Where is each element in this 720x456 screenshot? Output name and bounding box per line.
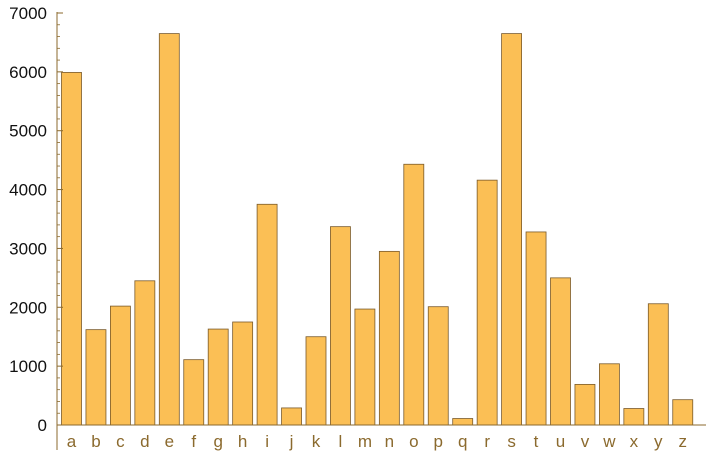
bar-w	[599, 363, 620, 426]
bar-s	[501, 33, 523, 426]
x-tick-label-m: m	[358, 432, 372, 451]
x-tick-label-g: g	[213, 432, 222, 451]
x-tick-label-h: h	[238, 432, 247, 451]
x-tick-label-s: s	[507, 432, 516, 451]
bar-q	[452, 418, 474, 426]
bar-u	[550, 277, 571, 426]
bar-o	[403, 163, 425, 426]
bar-x	[623, 408, 645, 426]
y-axis: 0 1000 2000 3000 4000 5000 6000 7000	[9, 4, 63, 450]
y-tick-label: 0	[38, 416, 47, 435]
x-tick-label-o: o	[409, 432, 418, 451]
x-tick-label-n: n	[385, 432, 394, 451]
y-tick-label: 1000	[9, 357, 47, 376]
x-tick-label-j: j	[289, 432, 294, 451]
y-tick-label: 2000	[9, 298, 47, 317]
bar-r	[476, 179, 498, 426]
bar-p	[427, 306, 449, 426]
x-tick-label-f: f	[191, 432, 196, 451]
x-tick-label-d: d	[140, 432, 149, 451]
x-tick-label-c: c	[116, 432, 125, 451]
bar-i	[256, 203, 278, 426]
bar-v	[574, 383, 596, 426]
x-tick-label-u: u	[556, 432, 565, 451]
bar-l	[330, 226, 351, 426]
x-tick-label-e: e	[165, 432, 174, 451]
x-tick-label-r: r	[484, 432, 490, 451]
bar-c	[110, 305, 131, 426]
bar-t	[525, 231, 547, 426]
x-tick-label-i: i	[265, 432, 269, 451]
x-tick-label-q: q	[458, 432, 467, 451]
bar-m	[354, 308, 376, 426]
x-tick-label-b: b	[91, 432, 100, 451]
y-tick-label: 7000	[9, 4, 47, 23]
bar-z	[672, 399, 694, 426]
bar-e	[158, 33, 180, 426]
bar-a	[61, 72, 82, 426]
x-tick-label-k: k	[312, 432, 321, 451]
bar-d	[134, 280, 156, 426]
y-tick-label: 5000	[9, 122, 47, 141]
y-tick-label: 6000	[9, 63, 47, 82]
x-tick-label-w: w	[602, 432, 616, 451]
bar-n	[378, 250, 400, 426]
bar-j	[281, 407, 302, 426]
bar-h	[232, 321, 254, 426]
x-tick-label-z: z	[679, 432, 688, 451]
bar-b	[85, 329, 107, 426]
bar-k	[305, 336, 327, 426]
x-tick-label-t: t	[534, 432, 539, 451]
bar-g	[207, 328, 229, 426]
bars-group	[61, 33, 694, 426]
x-tick-label-l: l	[339, 432, 343, 451]
x-tick-label-y: y	[654, 432, 663, 451]
bar-y	[647, 303, 669, 426]
bar-f	[183, 359, 205, 426]
y-tick-label: 4000	[9, 181, 47, 200]
x-tick-label-x: x	[630, 432, 639, 451]
x-tick-label-v: v	[581, 432, 590, 451]
x-tick-label-p: p	[434, 432, 443, 451]
x-tick-label-a: a	[67, 432, 77, 451]
y-tick-label: 3000	[9, 239, 47, 258]
